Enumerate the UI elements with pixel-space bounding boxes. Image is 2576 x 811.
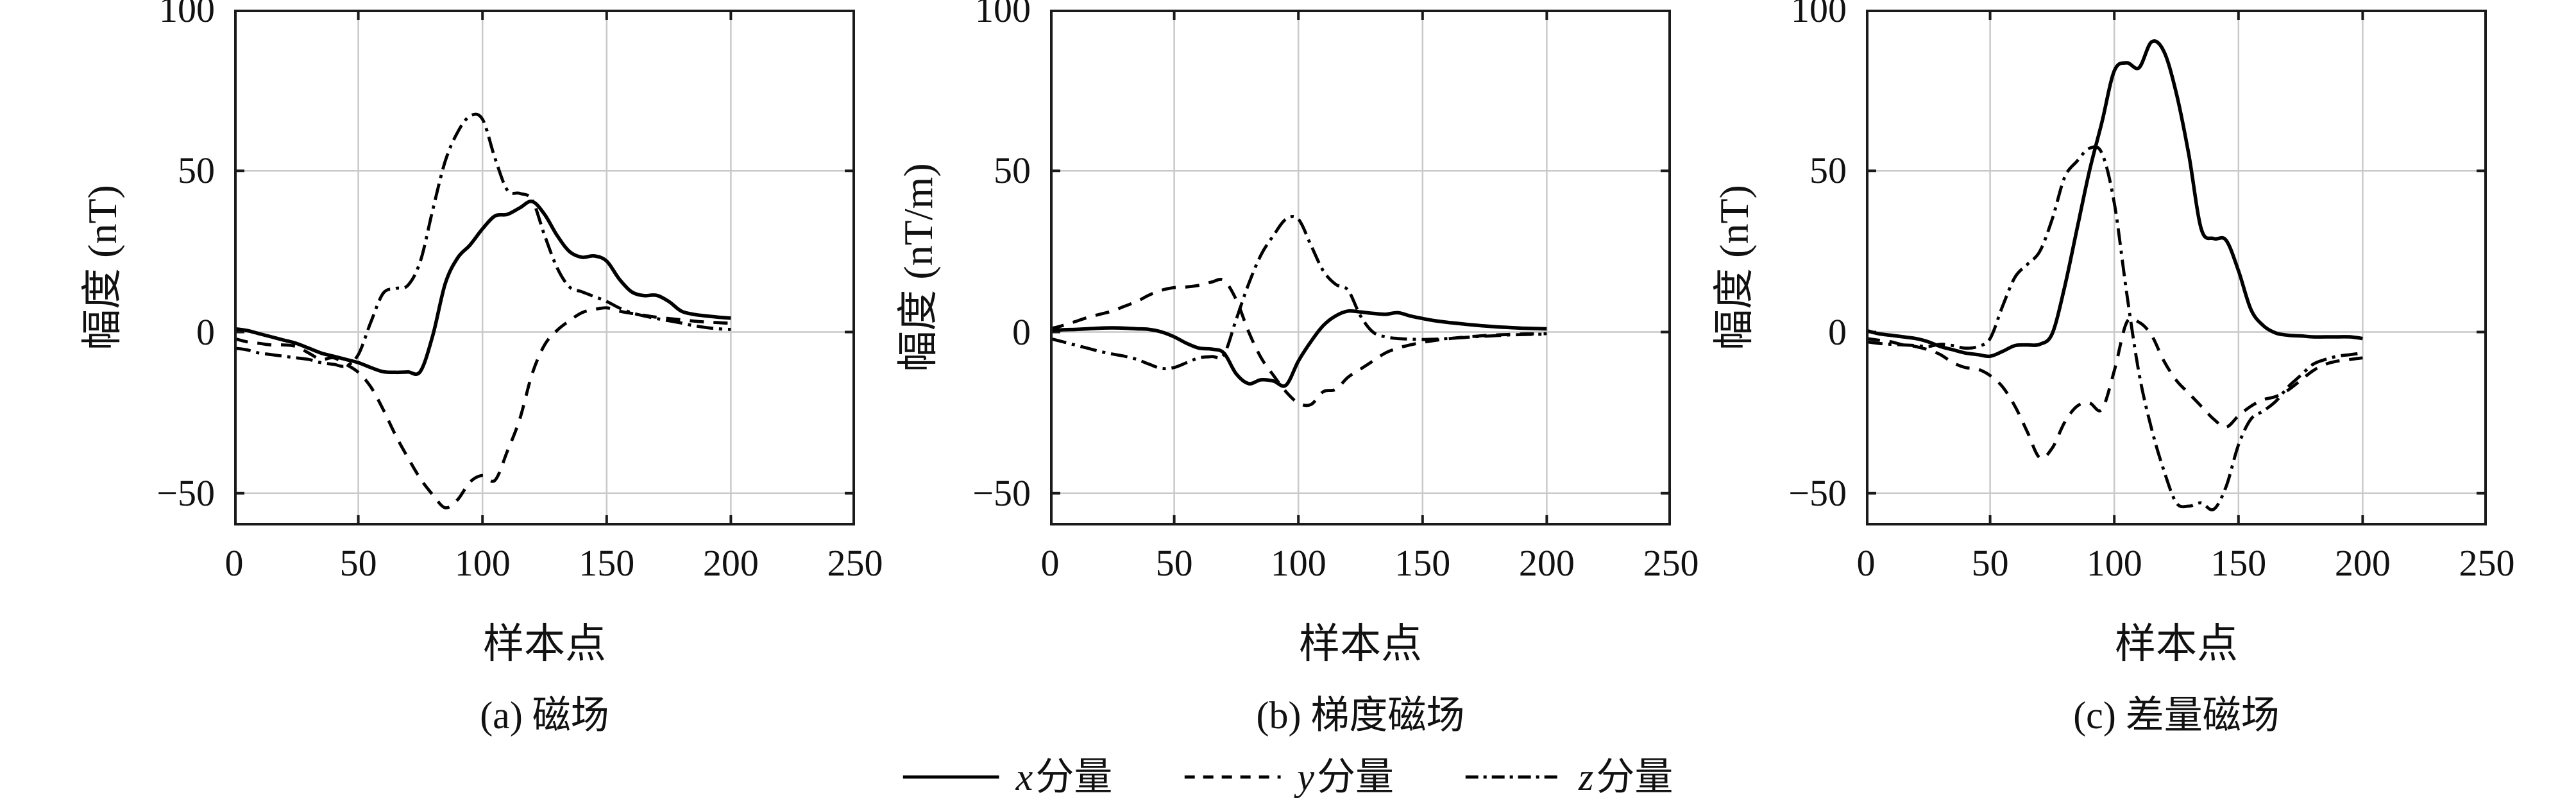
x-tick-label: 150 (579, 542, 635, 584)
x-tick-label: 200 (1518, 542, 1575, 584)
y-tick-label: 0 (1012, 311, 1031, 353)
legend-label-y: y分量 (1297, 756, 1394, 798)
y-axis-label-b: 幅度 (nT/m) (895, 163, 941, 372)
series-z (1865, 145, 2363, 512)
x-tick-label: 100 (454, 542, 511, 584)
series-x (233, 200, 731, 377)
plot-area-b (1049, 8, 1672, 525)
plot-border (234, 10, 855, 525)
y-axis-label-a: 幅度 (nT) (80, 185, 125, 350)
legend-label-x: x分量 (1015, 756, 1113, 798)
y-tick-label: 100 (975, 0, 1031, 30)
legend-line-solid-icon (902, 775, 999, 779)
y-tick-label: 100 (1791, 0, 1847, 30)
caption-c: (c) 差量磁场 (2073, 694, 2280, 737)
series-z (233, 112, 731, 368)
y-tick-label: 100 (159, 0, 215, 30)
plot-area-a (233, 8, 856, 525)
series-y (1865, 316, 2363, 460)
x-axis-label-b: 样本点 (1299, 621, 1422, 667)
y-tick-label: 50 (1809, 149, 1847, 192)
x-tick-label: 100 (2086, 542, 2142, 584)
legend-line-dashdot-icon (1465, 775, 1562, 779)
series-x (1865, 39, 2363, 359)
legend-item-z: z分量 (1465, 756, 1674, 798)
caption-a: (a) 磁场 (480, 694, 609, 737)
legend-label-z: z分量 (1578, 756, 1674, 798)
x-tick-label: 50 (1971, 542, 2009, 584)
x-tick-label: 250 (827, 542, 883, 584)
plot-svg-c (1865, 8, 2488, 525)
x-tick-label: 150 (1394, 542, 1451, 584)
x-tick-label: 50 (339, 542, 377, 584)
plot-border (1050, 10, 1671, 525)
y-tick-label: 0 (1828, 311, 1847, 353)
x-axis-label-c: 样本点 (2115, 621, 2238, 667)
series-z (1049, 215, 1547, 371)
legend: x分量 y分量 z分量 (902, 756, 1674, 798)
y-tick-label: 50 (178, 149, 215, 192)
x-tick-label: 200 (702, 542, 759, 584)
y-axis-label-c: 幅度 (nT) (1711, 185, 1757, 350)
x-tick-label: 250 (2459, 542, 2515, 584)
x-tick-label: 200 (2334, 542, 2391, 584)
caption-b: (b) 梯度磁场 (1256, 694, 1465, 737)
x-axis-label-a: 样本点 (483, 621, 606, 667)
x-tick-label: 250 (1643, 542, 1699, 584)
y-tick-label: −50 (1788, 472, 1847, 514)
series-x (1049, 309, 1547, 388)
legend-line-dashed-icon (1184, 775, 1281, 779)
plot-border (1866, 10, 2487, 525)
legend-item-y: y分量 (1184, 756, 1394, 798)
x-tick-label: 100 (1270, 542, 1326, 584)
x-tick-label: 0 (1856, 542, 1876, 584)
x-tick-label: 0 (1040, 542, 1060, 584)
x-tick-label: 50 (1155, 542, 1193, 584)
y-tick-label: 50 (994, 149, 1031, 192)
x-tick-label: 0 (225, 542, 244, 584)
plot-svg-a (233, 8, 856, 525)
x-tick-label: 150 (2210, 542, 2267, 584)
y-tick-label: −50 (972, 472, 1031, 514)
plot-svg-b (1049, 8, 1672, 525)
y-tick-label: −50 (157, 472, 215, 514)
plot-area-c (1865, 8, 2488, 525)
legend-item-x: x分量 (902, 756, 1113, 798)
y-tick-label: 0 (196, 311, 215, 353)
